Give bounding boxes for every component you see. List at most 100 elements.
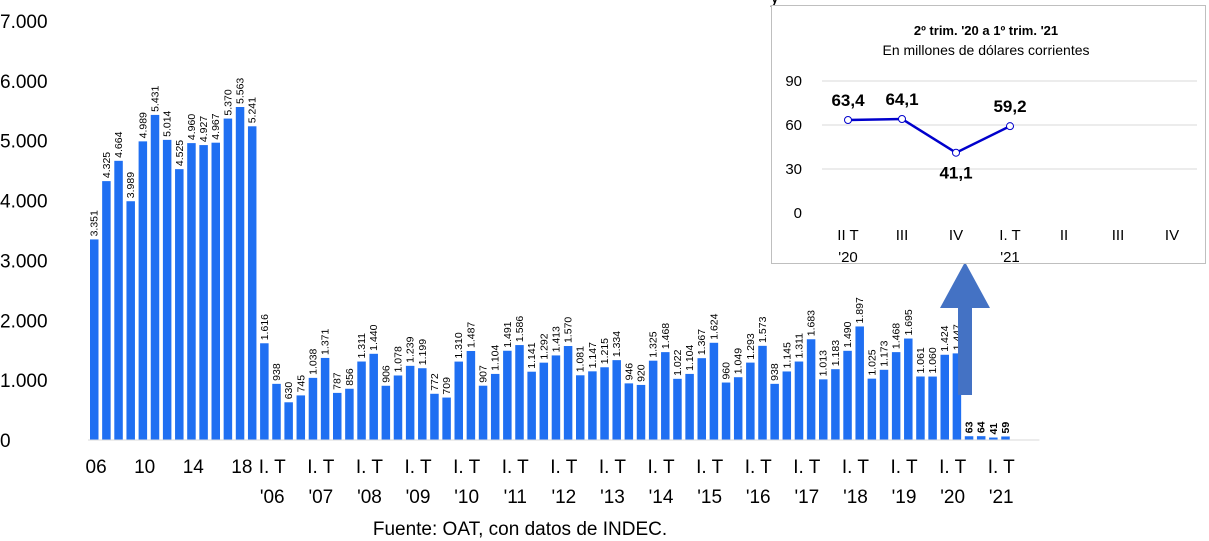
y-tick-label: 1.000 xyxy=(0,371,48,392)
bar xyxy=(831,369,840,440)
bar xyxy=(1001,436,1010,440)
bar-value-label: 1.413 xyxy=(550,326,562,352)
bar xyxy=(223,118,233,441)
bar-value-label: 906 xyxy=(380,365,392,383)
x-tick-label-year: '11 xyxy=(504,487,527,508)
bar-value-label: 1.367 xyxy=(696,329,708,355)
bar xyxy=(551,355,561,440)
bar xyxy=(442,397,451,440)
bar xyxy=(478,385,488,440)
bar xyxy=(952,353,962,440)
inset-x-tick-label: III xyxy=(896,227,909,244)
x-tick-label: I. T xyxy=(404,457,431,478)
bar xyxy=(527,371,536,440)
bar-value-label: 1.897 xyxy=(854,297,866,323)
x-tick-label: I. T xyxy=(502,457,529,478)
x-tick-label-year: '06 xyxy=(260,487,285,508)
up-arrow-head xyxy=(940,262,990,308)
bar xyxy=(247,126,257,441)
bar-value-label: 1.424 xyxy=(939,325,951,351)
bar-value-label: 1.104 xyxy=(490,344,502,370)
x-tick-label-year: '07 xyxy=(308,487,333,508)
bar xyxy=(733,377,743,440)
x-tick-label: I. T xyxy=(259,457,286,478)
y-tick-label: 5.000 xyxy=(0,132,48,153)
bar-value-label: 5.431 xyxy=(150,85,162,111)
bar-value-label: 64 xyxy=(976,421,988,433)
bar xyxy=(345,388,354,440)
bar xyxy=(867,378,877,440)
bar-value-label: 1.173 xyxy=(879,340,891,366)
bar-value-label: 1.292 xyxy=(538,333,550,359)
x-tick-label-year: '14 xyxy=(649,487,674,508)
y-tick-label: 4.000 xyxy=(0,192,48,213)
bar-value-label: 1.683 xyxy=(806,310,818,336)
bar xyxy=(855,326,864,440)
bar xyxy=(746,362,755,440)
bar xyxy=(260,343,269,440)
bar xyxy=(782,371,792,440)
x-tick-label: I. T xyxy=(890,457,917,478)
bar xyxy=(904,338,913,440)
bar-value-label: 907 xyxy=(478,365,490,383)
bar-value-label: 1.060 xyxy=(927,347,939,373)
bar-value-label: 1.468 xyxy=(891,323,903,349)
x-tick-label-year: '18 xyxy=(843,487,868,508)
inset-x-tick-label: II xyxy=(1060,227,1068,244)
bar-value-label: 4.960 xyxy=(186,114,198,140)
bar-value-label: 920 xyxy=(636,364,648,382)
bar-value-label: 1.081 xyxy=(575,346,587,372)
bar xyxy=(976,436,986,440)
bar-value-label: 1.293 xyxy=(745,333,757,359)
bar xyxy=(636,384,646,440)
inset-data-label: 59,2 xyxy=(993,97,1026,116)
bar-value-label: 3.989 xyxy=(125,172,137,198)
x-tick-label-year: '10 xyxy=(454,487,479,508)
bar-value-label: 938 xyxy=(769,363,781,381)
bar-value-label: 938 xyxy=(271,363,283,381)
bar-value-label: 1.371 xyxy=(320,328,332,354)
y-tick-label: 3.000 xyxy=(0,251,48,272)
bar xyxy=(333,392,342,440)
bar xyxy=(879,369,889,440)
source-note: Fuente: OAT, con datos de INDEC. xyxy=(372,519,668,540)
x-tick-label: I. T xyxy=(599,457,626,478)
bar-value-label: 1.141 xyxy=(526,342,538,368)
bar xyxy=(114,160,123,440)
bar-value-label: 4.325 xyxy=(101,152,113,178)
bar xyxy=(891,352,901,440)
bar-value-label: 1.239 xyxy=(405,336,417,362)
y-tick-label: 7.000 xyxy=(0,12,48,33)
x-tick-label-year: '19 xyxy=(892,487,917,508)
bar-value-label: 5.370 xyxy=(222,89,234,115)
bar-value-label: 4.967 xyxy=(210,113,222,139)
x-tick-label-year: '15 xyxy=(697,487,722,508)
bar-value-label: 1.325 xyxy=(648,331,660,357)
bar xyxy=(989,437,998,440)
bar xyxy=(454,361,463,440)
x-tick-label-year: '21 xyxy=(989,487,1014,508)
inset-series-line xyxy=(847,117,1011,155)
bar xyxy=(588,371,597,440)
x-tick-label: I. T xyxy=(745,457,772,478)
bar xyxy=(405,365,415,440)
inset-x-tick-label: IV xyxy=(949,227,963,244)
bar-value-label: 1.616 xyxy=(259,314,271,340)
bar xyxy=(819,379,828,440)
bar xyxy=(600,367,609,440)
bar-value-label: 856 xyxy=(344,368,356,386)
bar-value-label: 1.334 xyxy=(611,331,623,357)
bar xyxy=(563,346,573,440)
bar xyxy=(673,378,682,440)
x-tick-label-year: '20 xyxy=(940,487,965,508)
x-tick-label: 14 xyxy=(183,457,205,478)
bar xyxy=(90,239,99,440)
x-tick-label-year: '08 xyxy=(357,487,382,508)
bar xyxy=(843,350,852,440)
inset-x-tick-label-year: '21 xyxy=(1000,249,1020,263)
x-tick-label: I. T xyxy=(696,457,723,478)
bar xyxy=(308,377,318,440)
bar-value-label: 4.664 xyxy=(113,131,125,157)
bar xyxy=(162,139,172,440)
x-tick-label: I. T xyxy=(453,457,480,478)
